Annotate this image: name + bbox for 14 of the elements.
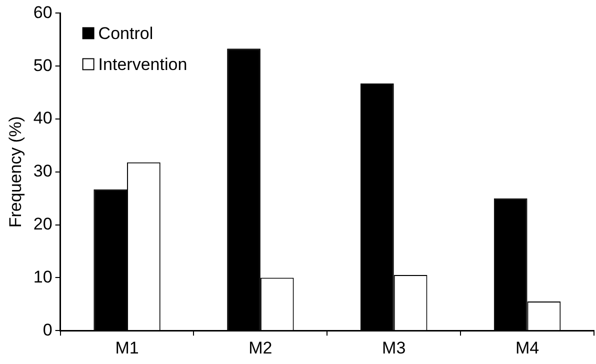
y-tick-label: 10 <box>33 267 52 286</box>
legend-label: Control <box>98 24 154 43</box>
y-axis-title: Frequency (%) <box>6 116 25 228</box>
legend-label: Intervention <box>98 54 188 74</box>
y-tick-label: 40 <box>33 108 52 128</box>
x-tick-label: M1 <box>115 338 139 358</box>
y-tick-label: 20 <box>33 214 52 234</box>
x-tick-label: M2 <box>248 338 272 358</box>
y-tick-label: 30 <box>33 162 52 181</box>
y-tick-label: 60 <box>33 2 52 22</box>
y-tick-label: 0 <box>42 320 52 340</box>
x-tick-label: M4 <box>515 338 540 358</box>
x-tick-label: M3 <box>382 338 406 358</box>
y-tick-label: 50 <box>33 56 52 75</box>
